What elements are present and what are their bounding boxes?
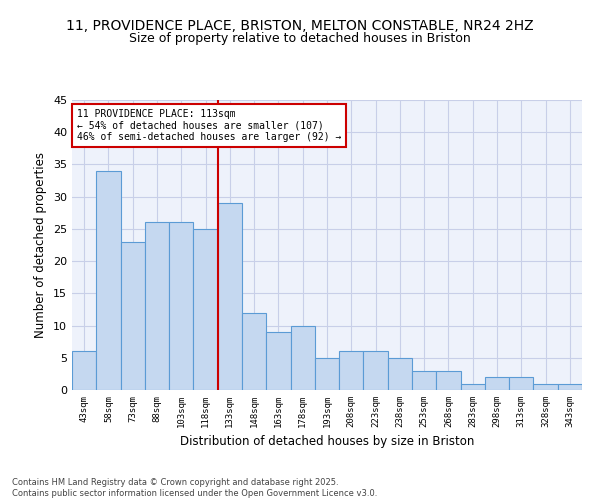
- Bar: [509, 377, 533, 390]
- X-axis label: Distribution of detached houses by size in Briston: Distribution of detached houses by size …: [180, 436, 474, 448]
- Bar: [96, 171, 121, 390]
- Text: Size of property relative to detached houses in Briston: Size of property relative to detached ho…: [129, 32, 471, 45]
- Bar: [315, 358, 339, 390]
- Bar: [558, 384, 582, 390]
- Y-axis label: Number of detached properties: Number of detached properties: [34, 152, 47, 338]
- Bar: [266, 332, 290, 390]
- Bar: [242, 312, 266, 390]
- Bar: [169, 222, 193, 390]
- Text: 11, PROVIDENCE PLACE, BRISTON, MELTON CONSTABLE, NR24 2HZ: 11, PROVIDENCE PLACE, BRISTON, MELTON CO…: [66, 18, 534, 32]
- Bar: [533, 384, 558, 390]
- Bar: [193, 229, 218, 390]
- Bar: [290, 326, 315, 390]
- Bar: [364, 352, 388, 390]
- Bar: [339, 352, 364, 390]
- Bar: [72, 352, 96, 390]
- Bar: [461, 384, 485, 390]
- Bar: [388, 358, 412, 390]
- Text: 11 PROVIDENCE PLACE: 113sqm
← 54% of detached houses are smaller (107)
46% of se: 11 PROVIDENCE PLACE: 113sqm ← 54% of det…: [77, 108, 341, 142]
- Bar: [145, 222, 169, 390]
- Bar: [485, 377, 509, 390]
- Text: Contains HM Land Registry data © Crown copyright and database right 2025.
Contai: Contains HM Land Registry data © Crown c…: [12, 478, 377, 498]
- Bar: [218, 203, 242, 390]
- Bar: [412, 370, 436, 390]
- Bar: [436, 370, 461, 390]
- Bar: [121, 242, 145, 390]
